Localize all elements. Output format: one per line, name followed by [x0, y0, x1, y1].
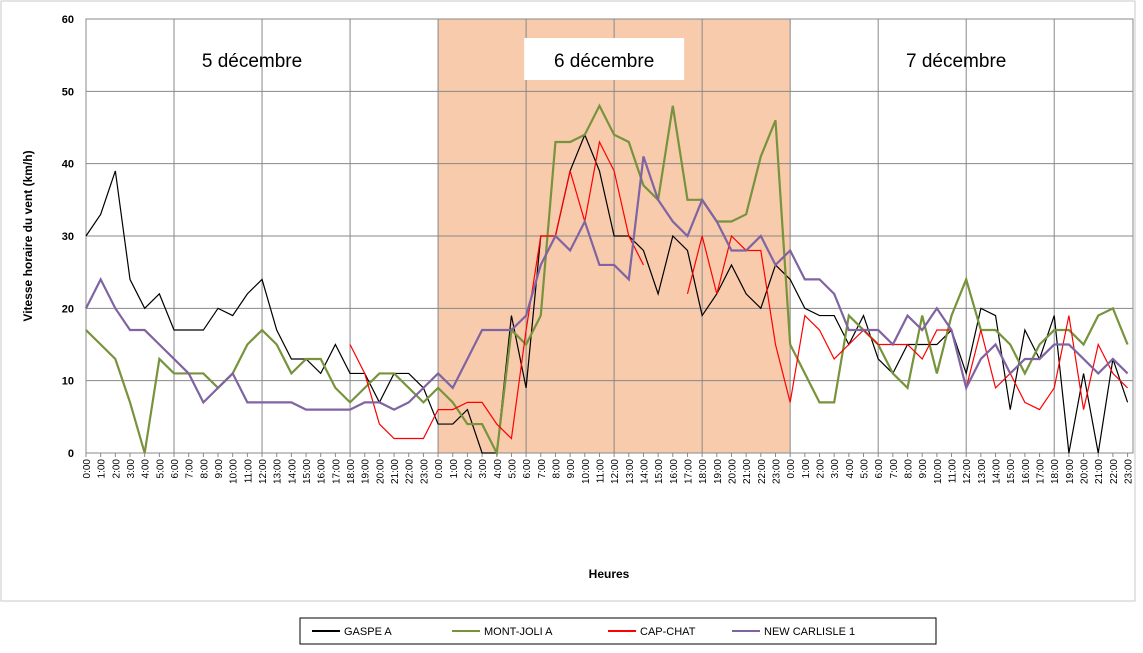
- x-tick-label: 15:00: [654, 459, 665, 484]
- x-tick-label: 12:00: [258, 459, 269, 484]
- annotation-box: [524, 38, 685, 80]
- x-tick-label: 8:00: [199, 459, 210, 479]
- chart-frame: [0, 0, 1136, 602]
- x-tick-label: 23:00: [419, 459, 430, 484]
- x-tick-label: 8:00: [904, 459, 915, 479]
- x-tick-label: 19:00: [361, 459, 372, 484]
- x-tick-label: 16:00: [669, 459, 680, 484]
- y-tick-label: 20: [62, 303, 74, 315]
- day-annotation: 6 décembre: [554, 51, 654, 72]
- x-tick-label: 16:00: [317, 459, 328, 484]
- x-tick-label: 11:00: [243, 459, 254, 484]
- x-tick-label: 0:00: [786, 459, 797, 479]
- x-tick-label: 14:00: [639, 459, 650, 484]
- y-tick-label: 30: [62, 231, 74, 243]
- y-tick-label: 40: [62, 159, 74, 171]
- x-tick-label: 3:00: [830, 459, 841, 479]
- x-tick-label: 4:00: [493, 459, 504, 479]
- x-tick-label: 16:00: [1021, 459, 1032, 484]
- x-tick-label: 21:00: [390, 459, 401, 484]
- series-line: [349, 140, 1128, 440]
- legend-label: CAP-CHAT: [640, 626, 696, 638]
- x-tick-label: 2:00: [816, 459, 827, 479]
- x-tick-label: 18:00: [698, 459, 709, 484]
- x-tick-label: 17:00: [1036, 459, 1047, 484]
- x-tick-label: 12:00: [610, 459, 621, 484]
- x-tick-label: 9:00: [918, 459, 929, 479]
- x-tick-label: 20:00: [1080, 459, 1091, 484]
- x-tick-label: 21:00: [742, 459, 753, 484]
- x-tick-label: 21:00: [1094, 459, 1105, 484]
- x-tick-label: 13:00: [977, 459, 988, 484]
- y-tick-label: 50: [62, 86, 74, 98]
- x-tick-label: 7:00: [889, 459, 900, 479]
- x-tick-label: 13:00: [625, 459, 636, 484]
- x-tick-label: 6:00: [170, 459, 181, 479]
- x-tick-label: 0:00: [82, 459, 93, 479]
- x-tick-label: 4:00: [845, 459, 856, 479]
- x-tick-label: 10:00: [229, 459, 240, 484]
- x-tick-label: 23:00: [771, 459, 782, 484]
- x-tick-label: 12:00: [962, 459, 973, 484]
- x-tick-label: 5:00: [860, 459, 871, 479]
- x-tick-label: 15:00: [302, 459, 313, 484]
- x-tick-label: 23:00: [1124, 459, 1135, 484]
- x-tick-label: 8:00: [551, 459, 562, 479]
- x-tick-label: 14:00: [287, 459, 298, 484]
- legend-label: GASPE A: [344, 626, 392, 638]
- x-tick-label: 19:00: [713, 459, 724, 484]
- x-tick-label: 1:00: [801, 459, 812, 479]
- x-tick-label: 9:00: [566, 459, 577, 479]
- day-annotation: 7 décembre: [906, 51, 1006, 72]
- x-tick-label: 5:00: [507, 459, 518, 479]
- x-tick-label: 3:00: [126, 459, 137, 479]
- x-tick-label: 22:00: [405, 459, 416, 484]
- x-tick-label: 17:00: [683, 459, 694, 484]
- x-tick-label: 17:00: [331, 459, 342, 484]
- y-tick-label: 60: [62, 14, 74, 26]
- x-axis-label: Heures: [589, 567, 630, 581]
- x-tick-label: 11:00: [948, 459, 959, 484]
- x-tick-label: 10:00: [581, 459, 592, 484]
- y-axis-label: Vitesse horaire du vent (km/h): [21, 150, 35, 321]
- y-tick-label: 10: [62, 376, 74, 388]
- x-tick-label: 0:00: [434, 459, 445, 479]
- x-tick-label: 1:00: [449, 459, 460, 479]
- x-tick-label: 10:00: [933, 459, 944, 484]
- x-tick-label: 7:00: [537, 459, 548, 479]
- x-tick-label: 9:00: [214, 459, 225, 479]
- y-tick-label: 0: [68, 448, 74, 460]
- x-tick-label: 5:00: [155, 459, 166, 479]
- x-tick-label: 11:00: [595, 459, 606, 484]
- x-tick-label: 2:00: [463, 459, 474, 479]
- x-tick-label: 18:00: [1050, 459, 1061, 484]
- series-line: [85, 156, 1129, 411]
- x-tick-label: 19:00: [1065, 459, 1076, 484]
- x-tick-label: 22:00: [757, 459, 768, 484]
- x-tick-label: 20:00: [375, 459, 386, 484]
- legend-label: MONT-JOLI A: [484, 626, 553, 638]
- x-tick-label: 7:00: [185, 459, 196, 479]
- x-tick-label: 3:00: [478, 459, 489, 479]
- x-tick-label: 2:00: [111, 459, 122, 479]
- x-tick-label: 1:00: [97, 459, 108, 479]
- x-tick-label: 18:00: [346, 459, 357, 484]
- x-tick-label: 4:00: [141, 459, 152, 479]
- legend-label: NEW CARLISLE 1: [764, 626, 855, 638]
- x-tick-label: 6:00: [874, 459, 885, 479]
- x-tick-label: 14:00: [992, 459, 1003, 484]
- x-tick-label: 15:00: [1006, 459, 1017, 484]
- series-line: [85, 103, 1129, 457]
- x-tick-label: 22:00: [1109, 459, 1120, 484]
- x-tick-label: 6:00: [522, 459, 533, 479]
- day-annotation: 5 décembre: [202, 51, 302, 72]
- x-tick-label: 20:00: [727, 459, 738, 484]
- x-tick-label: 13:00: [273, 459, 284, 484]
